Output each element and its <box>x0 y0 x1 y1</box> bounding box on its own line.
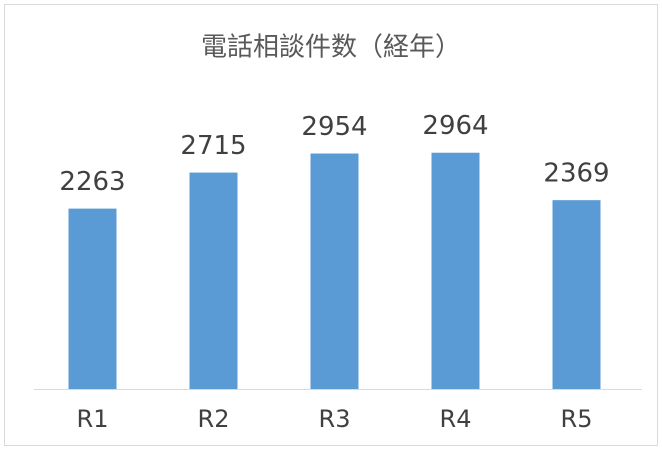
bar <box>189 172 238 389</box>
bar <box>68 208 117 389</box>
data-label: 2954 <box>301 112 367 142</box>
data-label: 2263 <box>59 167 125 197</box>
x-tick-label: R3 <box>319 405 351 433</box>
chart-title: 電話相談件数（経年） <box>201 33 461 63</box>
data-label: 2369 <box>543 159 609 189</box>
x-tick-label: R4 <box>440 405 472 433</box>
bar <box>552 200 601 389</box>
bar <box>310 153 359 389</box>
data-label: 2964 <box>422 111 488 141</box>
data-label: 2715 <box>180 131 246 161</box>
bar <box>431 152 480 389</box>
x-tick-label: R1 <box>77 405 109 433</box>
x-tick-label: R5 <box>561 405 593 433</box>
x-tick-label: R2 <box>198 405 230 433</box>
